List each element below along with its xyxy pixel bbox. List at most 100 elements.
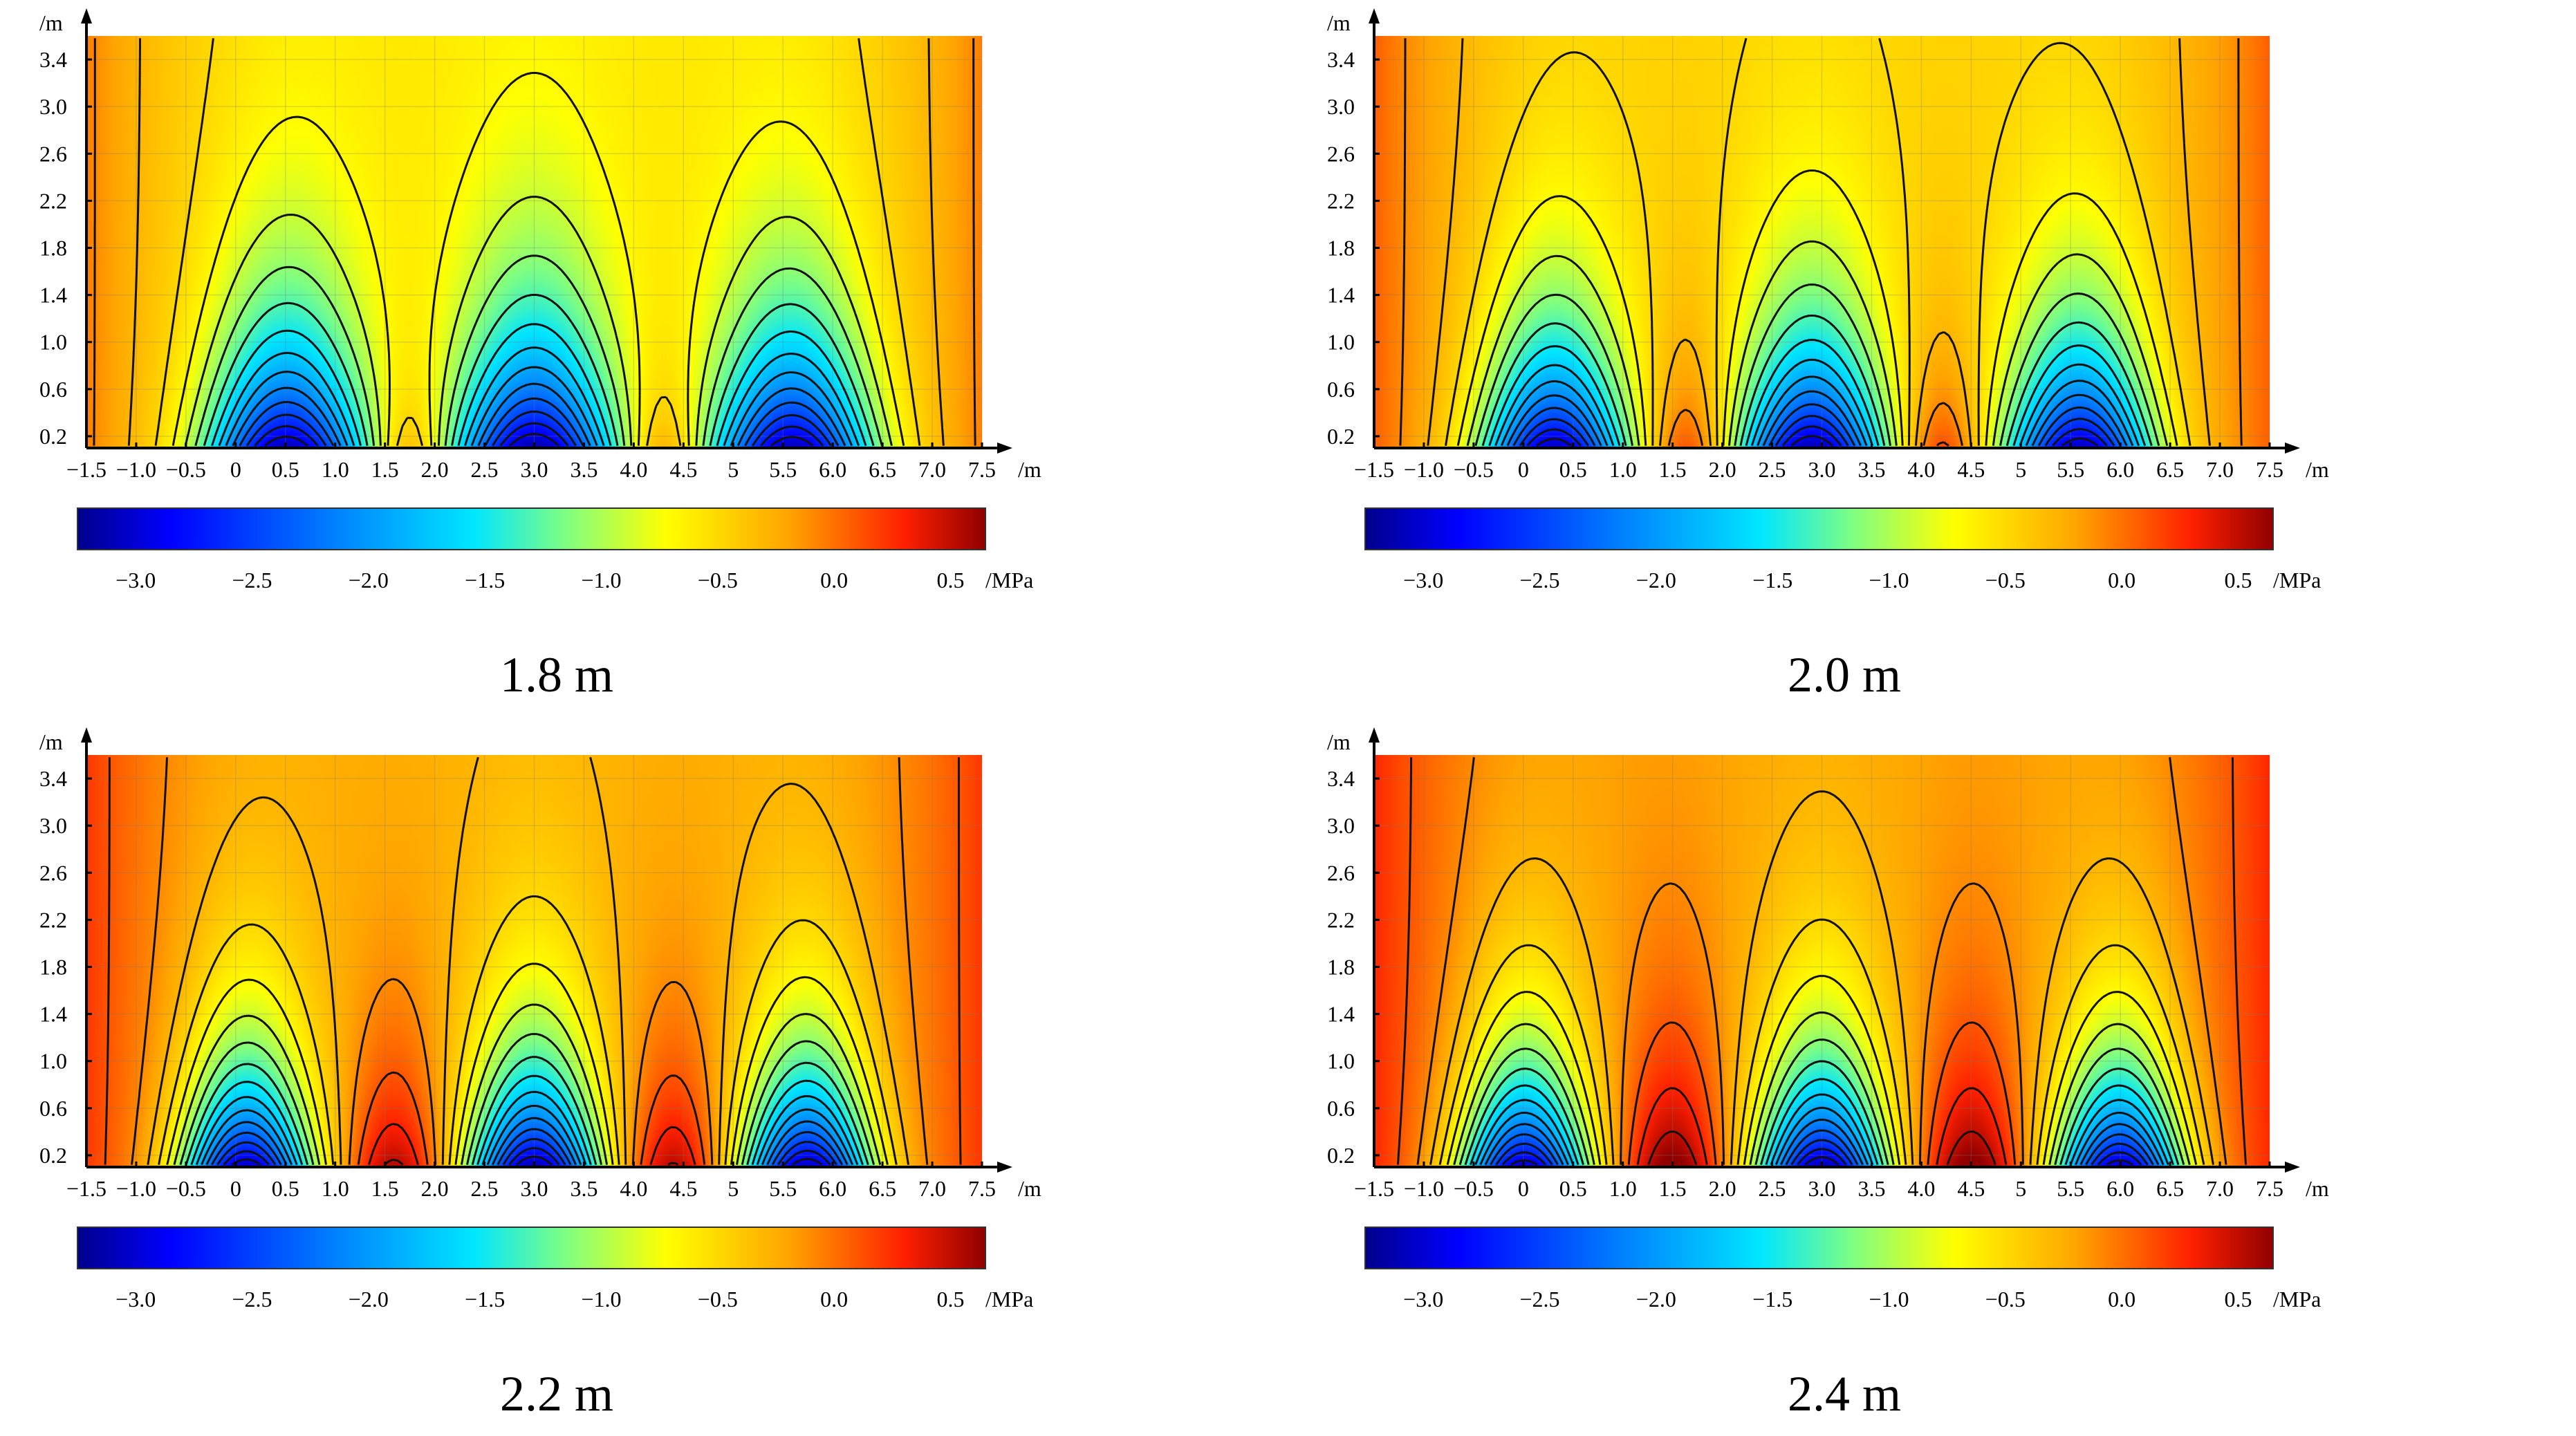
colorbar-tick-label: −1.5 <box>1752 568 1792 593</box>
contour-line <box>1456 169 2178 447</box>
colorbar-unit-label: /MPa <box>2273 568 2321 593</box>
x-tick-label: 6.0 <box>2106 457 2134 482</box>
colorbar <box>1364 507 2274 550</box>
colorbar-tick-label: −1.0 <box>1869 568 1909 593</box>
contour-line <box>195 1090 859 1166</box>
contour-line <box>1453 1011 2191 1166</box>
x-tick-label: 5.5 <box>769 457 797 482</box>
contour-line <box>205 1117 849 1166</box>
y-axis-arrow <box>1369 8 1380 24</box>
colorbar-tick-label: −2.0 <box>1636 1287 1676 1312</box>
y-tick-label: 0.2 <box>39 424 67 449</box>
contour-line <box>1479 1106 2165 1166</box>
x-tick-label: 4.5 <box>669 1176 697 1201</box>
colorbar-tick-label: −1.0 <box>581 1287 621 1312</box>
x-tick-label: 7.5 <box>2256 1176 2283 1201</box>
stress-field <box>86 36 982 448</box>
contour-line <box>194 254 883 447</box>
contour-line <box>367 1123 696 1166</box>
contour-line <box>158 895 898 1165</box>
x-tick-label: 3.0 <box>521 1176 548 1201</box>
panel-2-0m: −1.5 −1.0 −0.5 0 0.5 1.0 1.5 2.0 2.5 3.0 3.5 4.0 4.5… <box>1288 0 2574 716</box>
colorbar-unit-label: /MPa <box>2273 1287 2321 1312</box>
colorbar-tick-label: 0.5 <box>937 1287 965 1312</box>
contour-line <box>147 756 910 1165</box>
contour-line <box>232 382 846 447</box>
x-tick-label: −0.5 <box>1454 457 1494 482</box>
contour-line <box>166 962 889 1166</box>
y-tick-label: 3.0 <box>1327 813 1355 838</box>
colorbar-tick-label: −1.5 <box>465 1287 505 1312</box>
y-tick-label: 3.0 <box>39 813 67 838</box>
x-tick-label: 5.5 <box>769 1176 797 1201</box>
x-tick-label: 1.0 <box>322 457 349 482</box>
y-tick-label: 3.4 <box>39 47 67 72</box>
colorbar-tick-label: −3.0 <box>1403 568 1443 593</box>
contour-line <box>1464 1060 2180 1166</box>
y-tick-label: 3.4 <box>39 766 67 791</box>
colorbar-unit-label: /MPa <box>985 1287 1033 1312</box>
contour-line <box>1526 425 2108 447</box>
colorbar-tick-label: −3.0 <box>1403 1287 1443 1312</box>
colorbar-tick-label: −2.5 <box>232 1287 272 1312</box>
contour-line <box>1519 415 2115 447</box>
y-tick-label: 1.0 <box>39 1049 67 1074</box>
x-tick-label: 7.5 <box>2256 457 2283 482</box>
x-tick-label: 3.5 <box>570 1176 597 1201</box>
x-axis-arrow <box>997 442 1012 454</box>
x-tick-label: 3.0 <box>521 457 548 482</box>
colorbar-tick-label: 0.0 <box>820 1287 848 1312</box>
x-axis-label: /m <box>1018 457 1041 482</box>
contour-line <box>1536 435 2099 447</box>
x-tick-label: 2.5 <box>1759 457 1786 482</box>
contour-line <box>184 196 893 447</box>
x-tick-label: 1.5 <box>1659 1176 1687 1201</box>
contour-line <box>1647 1130 1996 1166</box>
contour-line <box>203 294 875 447</box>
y-tick-label: 2.6 <box>39 141 67 166</box>
x-tick-label: 2.0 <box>421 457 449 482</box>
x-tick-label: 0 <box>230 1176 241 1201</box>
y-tick-label: 1.8 <box>39 955 67 980</box>
x-tick-label: 5.5 <box>2057 457 2084 482</box>
x-tick-label: 1.0 <box>322 1176 349 1201</box>
x-tick-label: 5 <box>728 457 739 482</box>
contour-chart: −1.5 −1.0 −0.5 0 0.5 1.0 1.5 2.0 2.5 3.0 3.5 4.0 4.5… <box>39 8 1041 702</box>
contour-line <box>1510 1156 2133 1166</box>
contour-line <box>1512 403 2122 447</box>
contour-line <box>1438 918 2205 1166</box>
panel-caption: 2.0 m <box>1788 647 1901 702</box>
colorbar-tick-label: 0.5 <box>937 568 965 593</box>
x-tick-label: −1.0 <box>1404 457 1444 482</box>
stress-field <box>1374 755 2270 1167</box>
x-tick-label: 6.0 <box>819 1176 846 1201</box>
x-tick-label: −1.5 <box>66 1176 106 1201</box>
x-tick-label: 0.5 <box>272 1176 299 1201</box>
colorbar-tick-label: 0.5 <box>2225 568 2252 593</box>
y-tick-label: 1.0 <box>1327 1049 1355 1074</box>
y-tick-label: 3.4 <box>1327 766 1355 791</box>
y-axis-arrow <box>1369 727 1380 743</box>
y-tick-label: 2.6 <box>1327 141 1355 166</box>
panel-2-4m: −1.5 −1.0 −0.5 0 0.5 1.0 1.5 2.0 2.5 3.0 3.5 4.0 4.5… <box>1288 719 2574 1435</box>
x-tick-label: 7.0 <box>918 457 946 482</box>
y-tick-label: 1.4 <box>1327 1002 1355 1027</box>
x-axis-arrow <box>2285 442 2300 454</box>
contour-line <box>1446 975 2198 1166</box>
y-tick-label: 0.6 <box>39 377 67 402</box>
contour-line <box>254 422 824 447</box>
y-tick-label: 1.4 <box>1327 283 1355 308</box>
colorbar-tick-label: −2.0 <box>349 1287 389 1312</box>
y-tick-label: 1.0 <box>39 330 67 355</box>
y-axis-label: /m <box>39 10 63 35</box>
y-tick-label: 2.2 <box>39 188 67 213</box>
contour-line <box>264 433 814 447</box>
colorbar-tick-label: −1.5 <box>1752 1287 1792 1312</box>
x-tick-label: 6.5 <box>869 457 896 482</box>
x-tick-label: 0 <box>1518 1176 1529 1201</box>
x-tick-label: 2.0 <box>1709 1176 1736 1201</box>
colorbar-tick-label: −2.5 <box>1519 1287 1559 1312</box>
contour-line <box>239 398 840 447</box>
x-tick-label: −1.0 <box>116 1176 156 1201</box>
x-tick-label: 5.5 <box>2057 1176 2084 1201</box>
